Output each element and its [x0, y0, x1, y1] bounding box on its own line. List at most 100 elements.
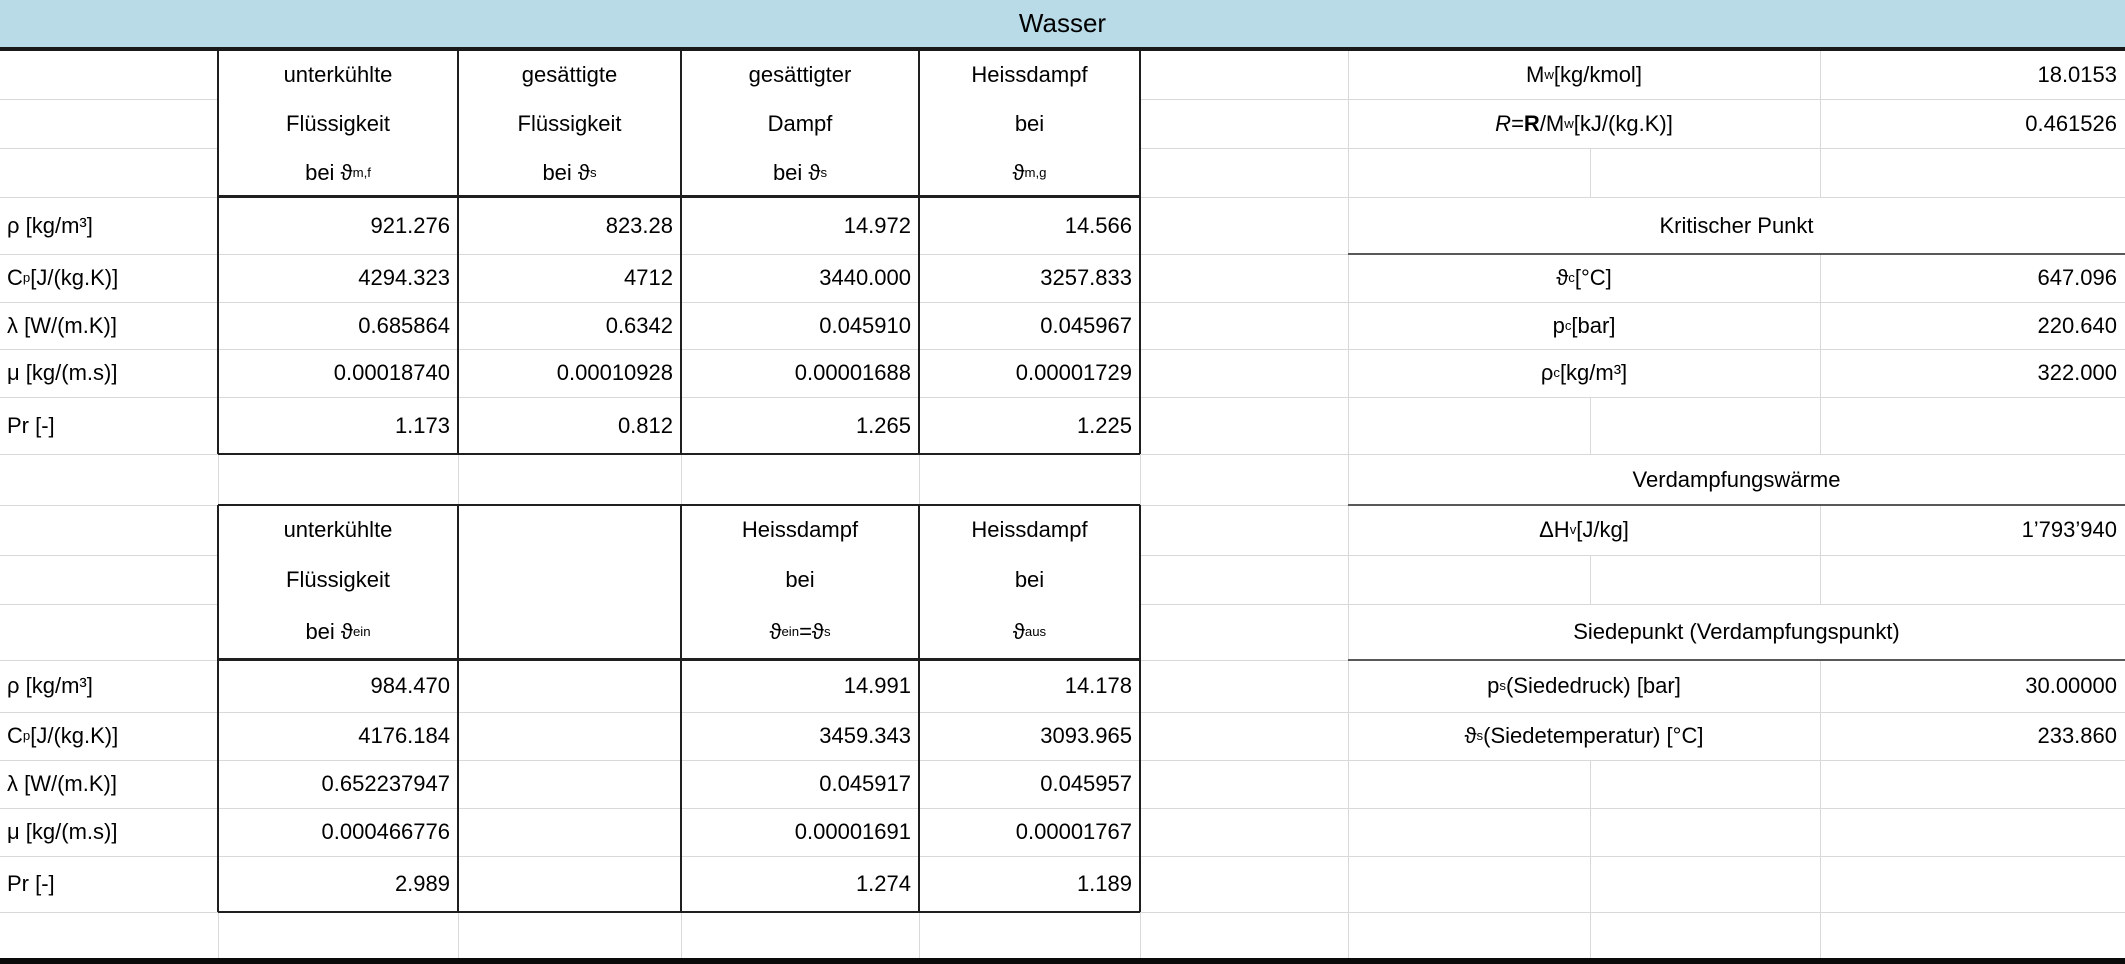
t2-cell[interactable]: 0.045957: [1040, 771, 1132, 797]
rp-r-label[interactable]: R = R/M w [kJ/(kg.K)]: [1495, 110, 1673, 136]
t1-cell[interactable]: 0.00010928: [556, 360, 673, 386]
t1-cell[interactable]: 0.00018740: [333, 360, 450, 386]
title-band-cell[interactable]: Wasser: [0, 0, 2125, 51]
t1-cell[interactable]: 1.173: [394, 412, 450, 438]
t2-cell[interactable]: 2.989: [394, 871, 450, 897]
grid-line: [217, 51, 219, 454]
grid-line: [457, 51, 459, 454]
t1-cell[interactable]: 0.00001729: [1015, 360, 1132, 386]
t2-col2-header[interactable]: [458, 505, 681, 660]
t2-cell[interactable]: 0.000466776: [321, 819, 450, 845]
t2-cell[interactable]: 14.178: [1064, 673, 1132, 699]
grid-line: [919, 454, 920, 505]
header-line: ϑ m,g: [1012, 159, 1047, 185]
t1-cell[interactable]: 3440.000: [819, 265, 911, 291]
rp-boiling-point-title[interactable]: Siedepunkt (Verdampfungspunkt): [1573, 619, 1900, 645]
t2-cell[interactable]: 14.991: [843, 673, 911, 699]
grid-line: [1140, 912, 1141, 958]
header-line: unterkühlte: [283, 62, 393, 88]
t2-cell[interactable]: [458, 808, 681, 856]
header-line: gesättigte: [521, 62, 618, 88]
t1-cell[interactable]: 921.276: [370, 212, 450, 238]
t1-cell[interactable]: 823.28: [605, 212, 673, 238]
t2-cell[interactable]: 984.470: [370, 673, 450, 699]
rp-pc-value[interactable]: 220.640: [2037, 312, 2117, 338]
t2-row-label-rho[interactable]: ρ [kg/m³]: [7, 673, 93, 699]
t2-col3-header[interactable]: Heissdampf bei ϑ ein =ϑ s: [681, 505, 919, 660]
rp-r-value[interactable]: 0.461526: [2025, 110, 2117, 136]
grid-line: [1590, 148, 1591, 197]
t2-cell[interactable]: 0.00001691: [794, 819, 911, 845]
t2-cell[interactable]: [458, 856, 681, 912]
t2-row-label-mu[interactable]: μ [kg/(m.s)]: [7, 819, 118, 845]
header-line: [458, 555, 681, 604]
grid-line: [0, 148, 218, 149]
t1-col4-header[interactable]: Heissdampf bei ϑ m,g: [919, 51, 1140, 197]
rp-thetas-value[interactable]: 233.860: [2037, 723, 2117, 749]
t1-row-label-rho[interactable]: ρ [kg/m³]: [7, 212, 93, 238]
t1-row-label-mu[interactable]: μ [kg/(m.s)]: [7, 360, 118, 386]
t2-cell[interactable]: 0.00001767: [1015, 819, 1132, 845]
t1-cell[interactable]: 4294.323: [358, 265, 450, 291]
t2-cell[interactable]: 0.045917: [819, 771, 911, 797]
grid-line: [1140, 912, 2125, 913]
t2-cell[interactable]: 3093.965: [1040, 723, 1132, 749]
t1-col1-header[interactable]: unterkühlte Flüssigkeit bei ϑ m,f: [218, 51, 458, 197]
rp-ps-value[interactable]: 30.00000: [2025, 673, 2117, 699]
t1-cell[interactable]: 0.00001688: [794, 360, 911, 386]
t1-cell[interactable]: 0.6342: [605, 312, 673, 338]
grid-line: [0, 604, 218, 605]
t2-row-label-lambda[interactable]: λ [W/(m.K)]: [7, 771, 117, 797]
t1-cell[interactable]: 1.225: [1076, 412, 1132, 438]
t2-cell[interactable]: [458, 760, 681, 808]
t1-cell[interactable]: 14.972: [843, 212, 911, 238]
grid-line: [0, 912, 218, 913]
rp-vaporization-title[interactable]: Verdampfungswärme: [1632, 466, 1841, 492]
grid-line: [0, 712, 2125, 713]
t1-cell[interactable]: 4712: [624, 265, 673, 291]
header-line: bei: [1014, 110, 1045, 136]
header-line: [458, 604, 681, 660]
t2-col4-header[interactable]: Heissdampf bei ϑ aus: [919, 505, 1140, 660]
rp-dhv-label[interactable]: ΔH v [J/kg]: [1539, 517, 1629, 543]
t2-cell[interactable]: 3459.343: [819, 723, 911, 749]
t1-cell[interactable]: 0.045967: [1040, 312, 1132, 338]
t2-cell[interactable]: 1.189: [1076, 871, 1132, 897]
t2-cell[interactable]: 4176.184: [358, 723, 450, 749]
rp-rhoc-value[interactable]: 322.000: [2037, 360, 2117, 386]
t2-col1-header[interactable]: unterkühlte Flüssigkeit bei ϑ ein: [218, 505, 458, 660]
grid-line: [1140, 454, 1141, 505]
t1-cell[interactable]: 0.685864: [358, 312, 450, 338]
rp-thetac-value[interactable]: 647.096: [2037, 265, 2117, 291]
t1-row-label-lambda[interactable]: λ [W/(m.K)]: [7, 312, 117, 338]
t1-cell[interactable]: 0.812: [617, 412, 673, 438]
grid-line: [1348, 253, 2125, 255]
sheet-title: Wasser: [1018, 8, 1107, 38]
t1-cell[interactable]: 3257.833: [1040, 265, 1132, 291]
t2-cell[interactable]: [458, 712, 681, 760]
t2-row-label-pr[interactable]: Pr [-]: [7, 871, 55, 897]
t2-cell[interactable]: [458, 660, 681, 712]
rp-critical-point-title[interactable]: Kritischer Punkt: [1659, 212, 1814, 238]
t1-cell[interactable]: 1.265: [855, 412, 911, 438]
t1-cell[interactable]: 14.566: [1064, 212, 1132, 238]
grid-line: [0, 197, 218, 198]
grid-line: [218, 911, 1140, 913]
t2-cell[interactable]: 0.652237947: [321, 771, 450, 797]
t2-cell[interactable]: 1.274: [855, 871, 911, 897]
t1-row-label-pr[interactable]: Pr [-]: [7, 412, 55, 438]
rp-dhv-value[interactable]: 1’793’940: [2021, 517, 2117, 543]
rp-mw-value[interactable]: 18.0153: [2037, 62, 2117, 88]
t1-cell[interactable]: 0.045910: [819, 312, 911, 338]
